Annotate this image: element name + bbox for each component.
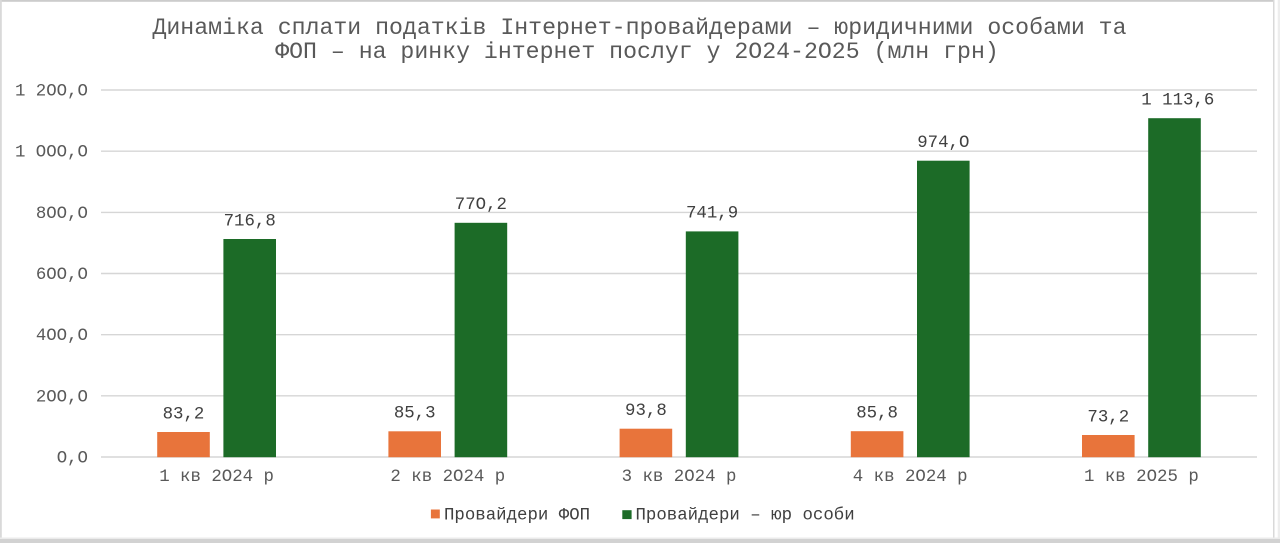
svg-text:2ОО,О: 2ОО,О: [36, 388, 88, 407]
svg-text:77О,2: 77О,2: [455, 196, 507, 215]
svg-text:974,О: 974,О: [917, 134, 969, 153]
svg-text:1 2ОО,О: 1 2ОО,О: [15, 83, 88, 102]
svg-text:Провайдери ФОП: Провайдери ФОП: [444, 506, 590, 525]
svg-text:2 кв 2О24 р: 2 кв 2О24 р: [390, 468, 505, 487]
svg-text:716,8: 716,8: [224, 212, 276, 231]
svg-text:4ОО,О: 4ОО,О: [36, 327, 88, 346]
svg-text:741,9: 741,9: [686, 205, 738, 224]
svg-text:1 ООО,О: 1 ООО,О: [15, 144, 88, 163]
svg-text:4 кв 2О24 р: 4 кв 2О24 р: [853, 468, 968, 487]
svg-text:О,О: О,О: [57, 450, 88, 469]
svg-text:85,3: 85,3: [394, 405, 436, 424]
svg-text:Провайдери – юр особи: Провайдери – юр особи: [636, 506, 855, 525]
svg-text:1 кв 2О24 р: 1 кв 2О24 р: [159, 468, 274, 487]
svg-text:8ОО,О: 8ОО,О: [36, 205, 88, 224]
svg-text:73,2: 73,2: [1087, 408, 1129, 427]
svg-text:1 кв 2О25 р: 1 кв 2О25 р: [1084, 468, 1199, 487]
svg-text:93,8: 93,8: [625, 402, 667, 421]
svg-text:ФОП – на ринку інтернет послуг: ФОП – на ринку інтернет послуг у 2О24-2О…: [275, 39, 999, 65]
svg-text:Динаміка сплати податків Інтер: Динаміка сплати податків Інтернет-провай…: [152, 15, 1126, 41]
svg-text:3 кв 2О24 р: 3 кв 2О24 р: [622, 468, 737, 487]
svg-text:85,8: 85,8: [856, 405, 898, 424]
svg-text:83,2: 83,2: [163, 405, 205, 424]
svg-text:1 113,6: 1 113,6: [1141, 92, 1214, 111]
svg-text:6ОО,О: 6ОО,О: [36, 266, 88, 285]
